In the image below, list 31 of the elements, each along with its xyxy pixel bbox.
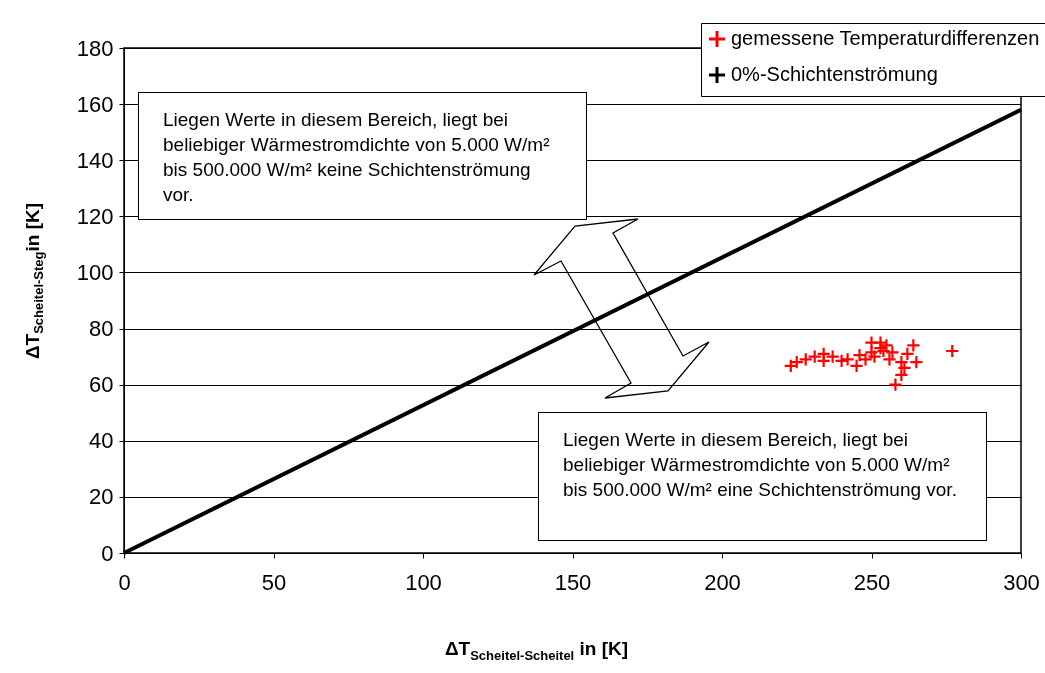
point	[894, 367, 909, 383]
point	[798, 352, 813, 367]
y-tick-label: 100	[76, 259, 114, 285]
y-tick-label: 140	[76, 147, 114, 173]
y-tick-label: 80	[89, 316, 114, 342]
point	[906, 338, 921, 353]
x-tick-label: 250	[853, 569, 891, 595]
legend-label: gemessene Temperaturdifferenzen	[731, 27, 1040, 49]
point	[789, 355, 804, 370]
point	[945, 343, 960, 359]
y-tick-label: 0	[101, 540, 114, 566]
text-box: Liegen Werte in diesem Bereich, liegt bei beliebiger Wärmestromdichte von 5.000 W/m² bis 500.000 W/m² keine Schichtenströmung vor.	[138, 92, 587, 220]
y-tick-label: 160	[76, 91, 114, 117]
point	[816, 346, 831, 362]
point	[783, 358, 798, 374]
y-tick-label: 60	[89, 372, 114, 398]
x-tick-label: 100	[405, 569, 442, 595]
x-tick-label: 150	[554, 569, 592, 595]
y-tick-label: 20	[89, 484, 114, 510]
legend-label: 0%-Schichtenströmung	[731, 63, 938, 85]
text-box: Liegen Werte in diesem Bereich, liegt bei beliebiger Wärmestromdichte von 5.000 W/m² bis 500.000 W/m² eine Schichtenströmung vor.	[538, 412, 987, 541]
y-tick-label: 120	[76, 203, 114, 229]
point	[888, 377, 903, 392]
x-tick-label: 200	[704, 569, 741, 595]
point	[867, 349, 882, 364]
x-axis-title: ΔT$_{Scheitel-Scheitel}$ in [K]	[444, 638, 629, 663]
x-tick-label: 0	[118, 569, 131, 595]
y-tick-label: 40	[89, 428, 114, 454]
x-tick-label: 300	[1003, 569, 1040, 595]
x-tick-label: 50	[261, 569, 287, 595]
y-tick-label: 180	[76, 35, 114, 61]
